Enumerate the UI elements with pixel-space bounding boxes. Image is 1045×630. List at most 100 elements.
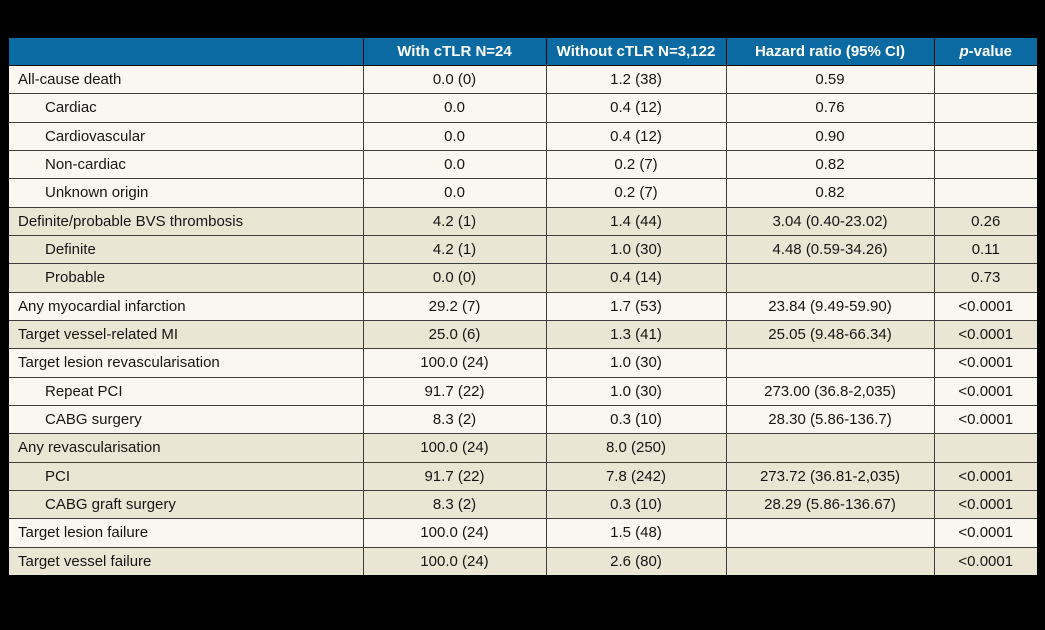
hazard-ratio-cell bbox=[725, 433, 935, 463]
hazard-ratio-cell: 28.29 (5.86-136.67) bbox=[725, 489, 935, 520]
outcomes-table: With cTLR N=24 Without cTLR N=3,122 Haza… bbox=[7, 36, 1039, 577]
table-row: Unknown origin 0.0 0.2 (7) 0.82 bbox=[7, 178, 1039, 208]
p-value-cell: <0.0001 bbox=[933, 489, 1039, 520]
with-ctlr-cell: 4.2 (1) bbox=[362, 206, 547, 236]
without-ctlr-cell: 1.3 (41) bbox=[545, 319, 727, 350]
hazard-ratio-cell bbox=[725, 348, 935, 378]
p-value-cell: 0.11 bbox=[933, 234, 1039, 265]
with-ctlr-cell: 0.0 (0) bbox=[362, 64, 547, 95]
table-row: PCI 91.7 (22) 7.8 (242) 273.72 (36.81-2,035… bbox=[7, 461, 1039, 491]
table-row: All-cause death 0.0 (0) 1.2 (38) 0.59 bbox=[7, 64, 1039, 95]
row-label: Target lesion revascularisation bbox=[7, 348, 364, 378]
without-ctlr-cell: 1.5 (48) bbox=[545, 518, 727, 548]
table-row: Repeat PCI 91.7 (22) 1.0 (30) 273.00 (36.8-… bbox=[7, 376, 1039, 406]
table-row: Definite 4.2 (1) 1.0 (30) 4.48 (0.59-34.26)… bbox=[7, 234, 1039, 265]
p-value-cell: 0.26 bbox=[933, 206, 1039, 236]
row-label: CABG surgery bbox=[7, 404, 364, 435]
hazard-ratio-cell: 25.05 (9.48-66.34) bbox=[725, 319, 935, 350]
table-row: Any myocardial infarction 29.2 (7) 1.7 (53… bbox=[7, 291, 1039, 321]
header-row: With cTLR N=24 Without cTLR N=3,122 Haza… bbox=[7, 36, 1039, 66]
without-ctlr-cell: 1.7 (53) bbox=[545, 291, 727, 321]
without-ctlr-cell: 0.4 (12) bbox=[545, 121, 727, 151]
without-ctlr-cell: 0.2 (7) bbox=[545, 178, 727, 208]
p-value-cell bbox=[933, 121, 1039, 151]
table-row: Probable 0.0 (0) 0.4 (14) 0.73 bbox=[7, 263, 1039, 293]
without-ctlr-cell: 1.0 (30) bbox=[545, 376, 727, 406]
hazard-ratio-cell: 23.84 (9.49-59.90) bbox=[725, 291, 935, 321]
table-row: Cardiovascular 0.0 0.4 (12) 0.90 bbox=[7, 121, 1039, 151]
row-label: Cardiovascular bbox=[7, 121, 364, 151]
row-label: Target lesion failure bbox=[7, 518, 364, 548]
row-label: Any revascularisation bbox=[7, 433, 364, 463]
hazard-ratio-cell: 0.59 bbox=[725, 64, 935, 95]
without-ctlr-cell: 7.8 (242) bbox=[545, 461, 727, 491]
p-value-cell bbox=[933, 433, 1039, 463]
table-row: Definite/probable BVS thrombosis 4.2 (1) 1… bbox=[7, 206, 1039, 236]
hazard-ratio-cell: 0.82 bbox=[725, 178, 935, 208]
row-label: Definite/probable BVS thrombosis bbox=[7, 206, 364, 236]
row-label: CABG graft surgery bbox=[7, 489, 364, 520]
p-value-cell: <0.0001 bbox=[933, 461, 1039, 491]
p-value-cell: <0.0001 bbox=[933, 291, 1039, 321]
row-label: Target vessel failure bbox=[7, 546, 364, 577]
p-value-cell bbox=[933, 178, 1039, 208]
without-ctlr-cell: 0.2 (7) bbox=[545, 149, 727, 180]
p-value-rest: -value bbox=[968, 43, 1013, 60]
p-value-cell: <0.0001 bbox=[933, 376, 1039, 406]
p-value-italic-p: p bbox=[959, 43, 969, 60]
with-ctlr-cell: 0.0 bbox=[362, 121, 547, 151]
p-value-cell: <0.0001 bbox=[933, 546, 1039, 577]
hazard-ratio-cell bbox=[725, 546, 935, 577]
with-ctlr-cell: 100.0 (24) bbox=[362, 546, 547, 577]
hazard-ratio-cell: 273.00 (36.8-2,035) bbox=[725, 376, 935, 406]
without-ctlr-cell: 0.3 (10) bbox=[545, 489, 727, 520]
with-ctlr-cell: 91.7 (22) bbox=[362, 461, 547, 491]
p-value-cell bbox=[933, 149, 1039, 180]
p-value-cell: <0.0001 bbox=[933, 319, 1039, 350]
table-row: CABG surgery 8.3 (2) 0.3 (10) 28.30 (5.86-1… bbox=[7, 404, 1039, 435]
with-ctlr-cell: 0.0 bbox=[362, 178, 547, 208]
with-ctlr-cell: 91.7 (22) bbox=[362, 376, 547, 406]
header-without-ctlr: Without cTLR N=3,122 bbox=[545, 36, 727, 66]
header-empty-cell bbox=[7, 36, 364, 66]
row-label: PCI bbox=[7, 461, 364, 491]
with-ctlr-cell: 8.3 (2) bbox=[362, 404, 547, 435]
table-row: Target lesion failure 100.0 (24) 1.5 (48) <… bbox=[7, 518, 1039, 548]
table-row: Cardiac 0.0 0.4 (12) 0.76 bbox=[7, 93, 1039, 123]
with-ctlr-cell: 25.0 (6) bbox=[362, 319, 547, 350]
row-label: Repeat PCI bbox=[7, 376, 364, 406]
hazard-ratio-cell: 0.76 bbox=[725, 93, 935, 123]
table-row: Target vessel failure 100.0 (24) 2.6 (80) <… bbox=[7, 546, 1039, 577]
table-row: Non-cardiac 0.0 0.2 (7) 0.82 bbox=[7, 149, 1039, 180]
with-ctlr-cell: 0.0 bbox=[362, 93, 547, 123]
row-label: All-cause death bbox=[7, 64, 364, 95]
row-label: Probable bbox=[7, 263, 364, 293]
table-row: Any revascularisation 100.0 (24) 8.0 (250) bbox=[7, 433, 1039, 463]
with-ctlr-cell: 100.0 (24) bbox=[362, 433, 547, 463]
with-ctlr-cell: 8.3 (2) bbox=[362, 489, 547, 520]
hazard-ratio-cell bbox=[725, 263, 935, 293]
table-header: With cTLR N=24 Without cTLR N=3,122 Haza… bbox=[7, 36, 1039, 66]
hazard-ratio-cell: 0.82 bbox=[725, 149, 935, 180]
with-ctlr-cell: 0.0 (0) bbox=[362, 263, 547, 293]
header-p-value: p-value bbox=[933, 36, 1039, 66]
without-ctlr-cell: 1.4 (44) bbox=[545, 206, 727, 236]
without-ctlr-cell: 8.0 (250) bbox=[545, 433, 727, 463]
header-with-ctlr: With cTLR N=24 bbox=[362, 36, 547, 66]
header-hazard-ratio: Hazard ratio (95% CI) bbox=[725, 36, 935, 66]
with-ctlr-cell: 100.0 (24) bbox=[362, 518, 547, 548]
row-label: Any myocardial infarction bbox=[7, 291, 364, 321]
row-label: Non-cardiac bbox=[7, 149, 364, 180]
without-ctlr-cell: 2.6 (80) bbox=[545, 546, 727, 577]
p-value-cell: 0.73 bbox=[933, 263, 1039, 293]
p-value-cell: <0.0001 bbox=[933, 404, 1039, 435]
table-row: Target vessel-related MI 25.0 (6) 1.3 (41)… bbox=[7, 319, 1039, 350]
p-value-cell bbox=[933, 64, 1039, 95]
row-label: Definite bbox=[7, 234, 364, 265]
without-ctlr-cell: 0.4 (14) bbox=[545, 263, 727, 293]
with-ctlr-cell: 4.2 (1) bbox=[362, 234, 547, 265]
without-ctlr-cell: 0.3 (10) bbox=[545, 404, 727, 435]
row-label: Unknown origin bbox=[7, 178, 364, 208]
p-value-cell: <0.0001 bbox=[933, 518, 1039, 548]
